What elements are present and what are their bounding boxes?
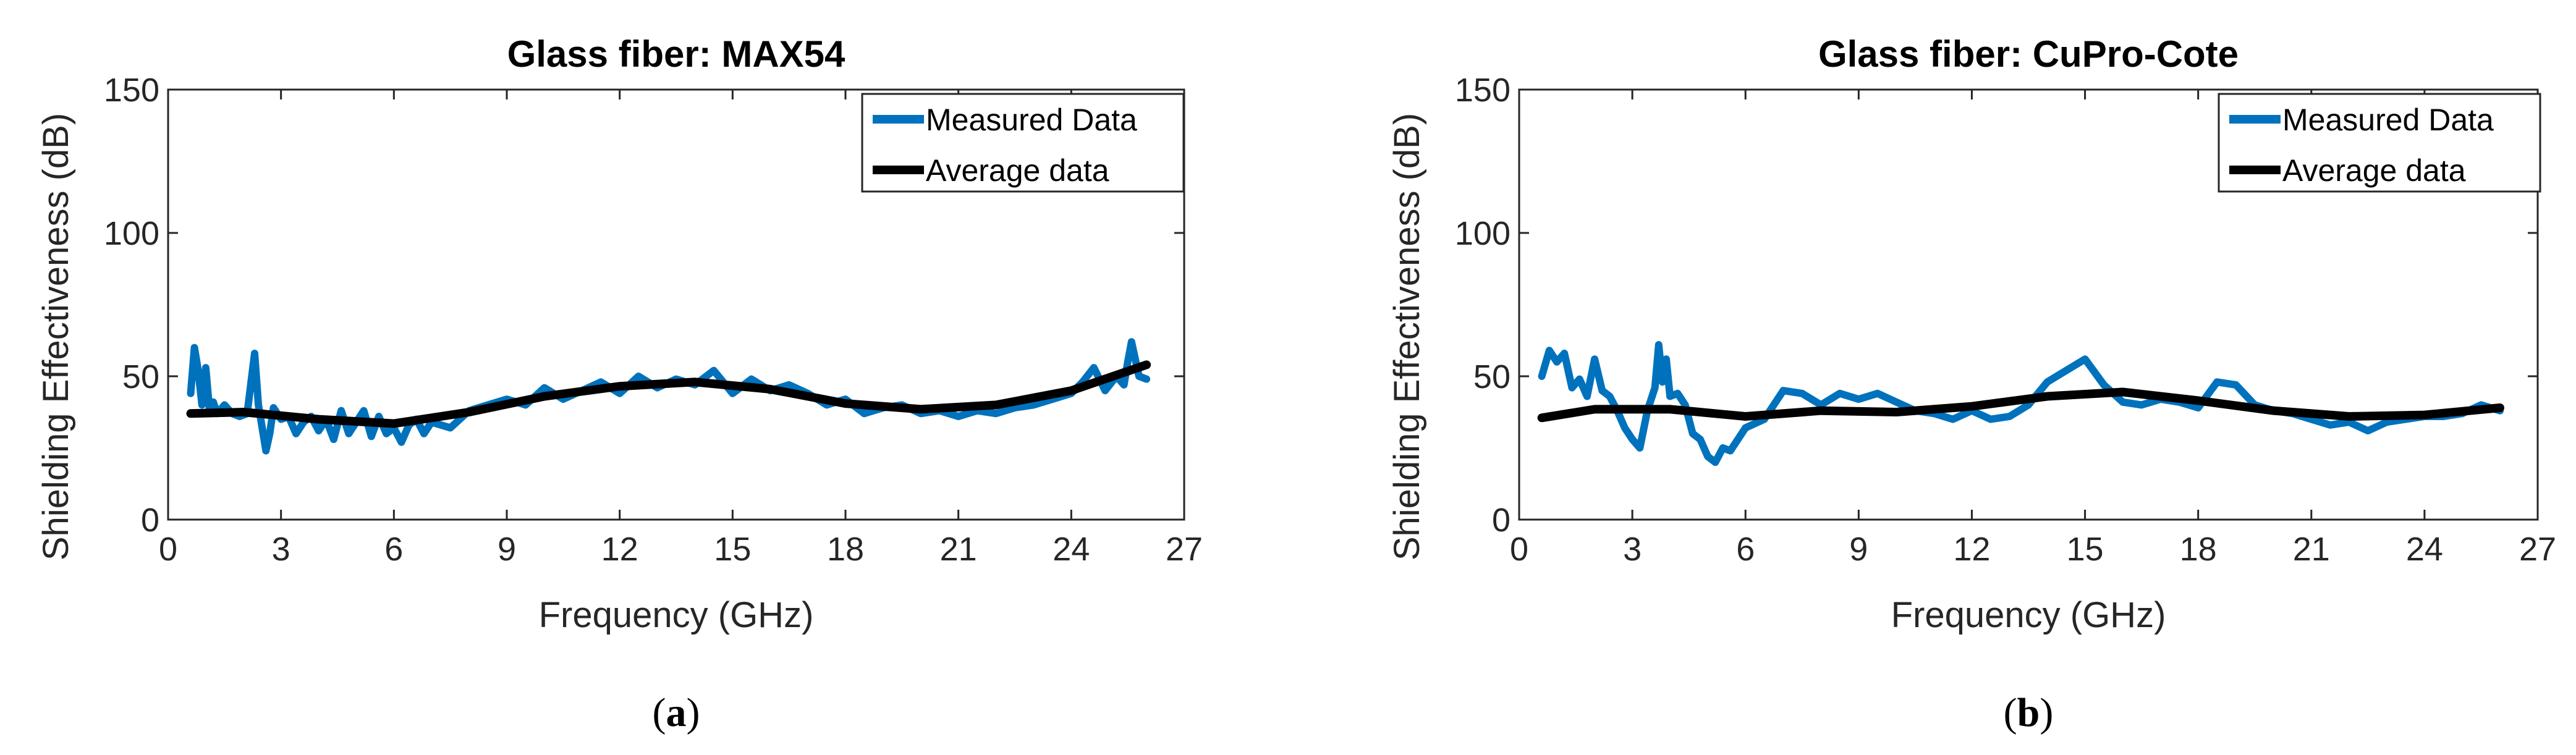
average-data-line-b — [1537, 387, 2504, 423]
legend-box-b — [2218, 93, 2541, 193]
x-tick-label: 12 — [1953, 531, 1990, 568]
legend-label-average-a: Average data — [926, 153, 1109, 188]
chart-panel-a: 0 50 100 150 0 3 6 9 12 15 18 21 24 27 Glass fiber: … — [36, 33, 1203, 735]
y-tick-label: 50 — [1473, 358, 1510, 395]
x-tick-label: 24 — [2406, 531, 2443, 568]
y-axis-b: 0 50 100 150 — [1455, 72, 2538, 539]
legend-label-average-b: Average data — [2282, 153, 2466, 188]
y-axis-a: 0 50 100 150 — [104, 72, 1184, 539]
x-tick-label: 18 — [2180, 531, 2217, 568]
x-tick-label: 15 — [2067, 531, 2104, 568]
y-tick-label: 50 — [122, 358, 159, 395]
panel-label-b: (b) — [2004, 690, 2054, 735]
legend-a: Measured Data Average data — [861, 93, 1185, 193]
x-tick-label: 27 — [2519, 531, 2556, 568]
x-axis-label-b: Frequency (GHz) — [1891, 595, 2166, 635]
series-layer-b — [1537, 341, 2504, 466]
y-tick-label: 0 — [1492, 502, 1510, 539]
chart-title-a: Glass fiber: MAX54 — [507, 33, 845, 75]
x-tick-label: 18 — [827, 531, 864, 568]
x-tick-label: 6 — [1736, 531, 1755, 568]
x-tick-label: 12 — [601, 531, 638, 568]
panel-letter-b: b — [2017, 690, 2040, 735]
x-tick-label: 21 — [2293, 531, 2330, 568]
panel-label-a: (a) — [653, 690, 700, 735]
average-data-line-a — [186, 360, 1151, 428]
x-tick-label: 9 — [1849, 531, 1868, 568]
series-layer-a — [186, 338, 1151, 455]
y-axis-label-a: Shielding Effectiveness (dB) — [36, 113, 76, 560]
x-tick-label: 6 — [384, 531, 403, 568]
x-tick-label: 15 — [714, 531, 751, 568]
x-tick-label: 9 — [498, 531, 516, 568]
chart-panel-b: 0 50 100 150 0 3 6 9 12 15 18 21 24 27 Glass fiber: … — [1387, 33, 2556, 735]
x-axis-label-a: Frequency (GHz) — [539, 595, 814, 635]
x-tick-label: 0 — [1510, 531, 1528, 568]
x-tick-label: 27 — [1166, 531, 1203, 568]
legend-box-a — [861, 93, 1185, 193]
x-tick-label: 21 — [940, 531, 977, 568]
chart-title-b: Glass fiber: CuPro-Cote — [1818, 33, 2239, 75]
y-tick-label: 0 — [141, 502, 159, 539]
x-axis-a: 0 3 6 9 12 15 18 21 24 27 — [159, 90, 1203, 568]
y-tick-label: 150 — [104, 72, 159, 109]
x-tick-label: 24 — [1053, 531, 1090, 568]
y-tick-label: 150 — [1455, 72, 1510, 109]
panel-letter-a: a — [666, 690, 687, 735]
legend-b: Measured Data Average data — [2218, 93, 2541, 193]
legend-label-measured-b: Measured Data — [2282, 103, 2494, 137]
x-tick-label: 3 — [272, 531, 290, 568]
y-tick-label: 100 — [104, 215, 159, 252]
y-axis-label-b: Shielding Effectiveness (dB) — [1387, 113, 1427, 560]
x-tick-label: 3 — [1623, 531, 1642, 568]
x-tick-label: 0 — [159, 531, 177, 568]
legend-label-measured-a: Measured Data — [926, 103, 1137, 137]
y-tick-label: 100 — [1455, 215, 1510, 252]
